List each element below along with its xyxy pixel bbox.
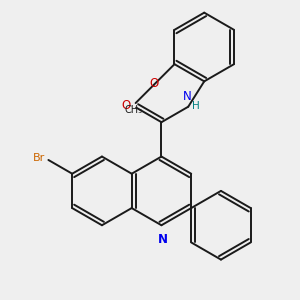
Text: CH₃: CH₃ [125,105,143,115]
Text: N: N [183,90,192,103]
Text: O: O [121,100,130,112]
Text: H: H [191,101,199,111]
Text: O: O [149,77,158,90]
Text: Br: Br [33,153,45,163]
Text: N: N [158,233,168,246]
